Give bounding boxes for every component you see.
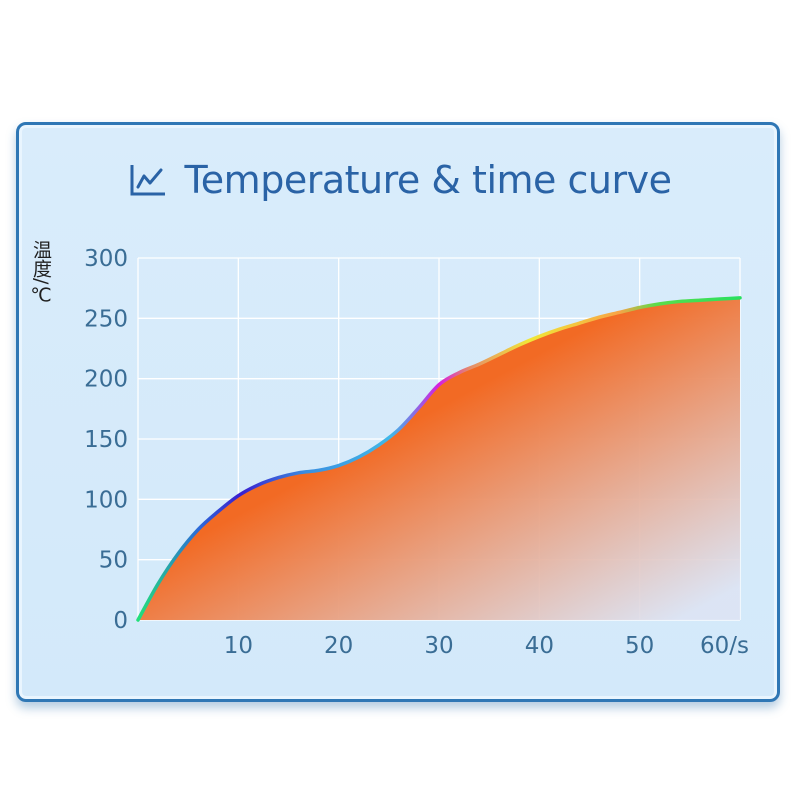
line-chart-icon xyxy=(130,165,165,196)
x-tick-label: 30 xyxy=(424,633,453,659)
y-tick-label: 200 xyxy=(84,367,128,393)
chart-title-row: Temperature & time curve xyxy=(0,150,800,210)
y-tick-label: 100 xyxy=(84,487,128,513)
x-tick-label: 10 xyxy=(224,633,253,659)
chart-title: Temperature & time curve xyxy=(184,158,672,202)
x-tick-label: 60/s xyxy=(700,633,749,659)
area-layer xyxy=(136,296,742,622)
y-axis-label: 温度/℃ xyxy=(30,240,52,307)
x-tick-label: 50 xyxy=(625,633,654,659)
y-tick-label: 50 xyxy=(99,548,128,574)
temperature-area xyxy=(138,297,740,620)
temperature-line xyxy=(136,296,742,622)
tick-labels: 0 50 100 150 200 250 300 10 20 30 40 50 60/s xyxy=(84,246,749,659)
x-tick-label: 40 xyxy=(525,633,554,659)
y-tick-label: 150 xyxy=(84,427,128,453)
x-tick-label: 20 xyxy=(324,633,353,659)
y-tick-label: 250 xyxy=(84,306,128,332)
y-tick-label: 0 xyxy=(113,608,128,634)
y-tick-label: 300 xyxy=(84,246,128,272)
